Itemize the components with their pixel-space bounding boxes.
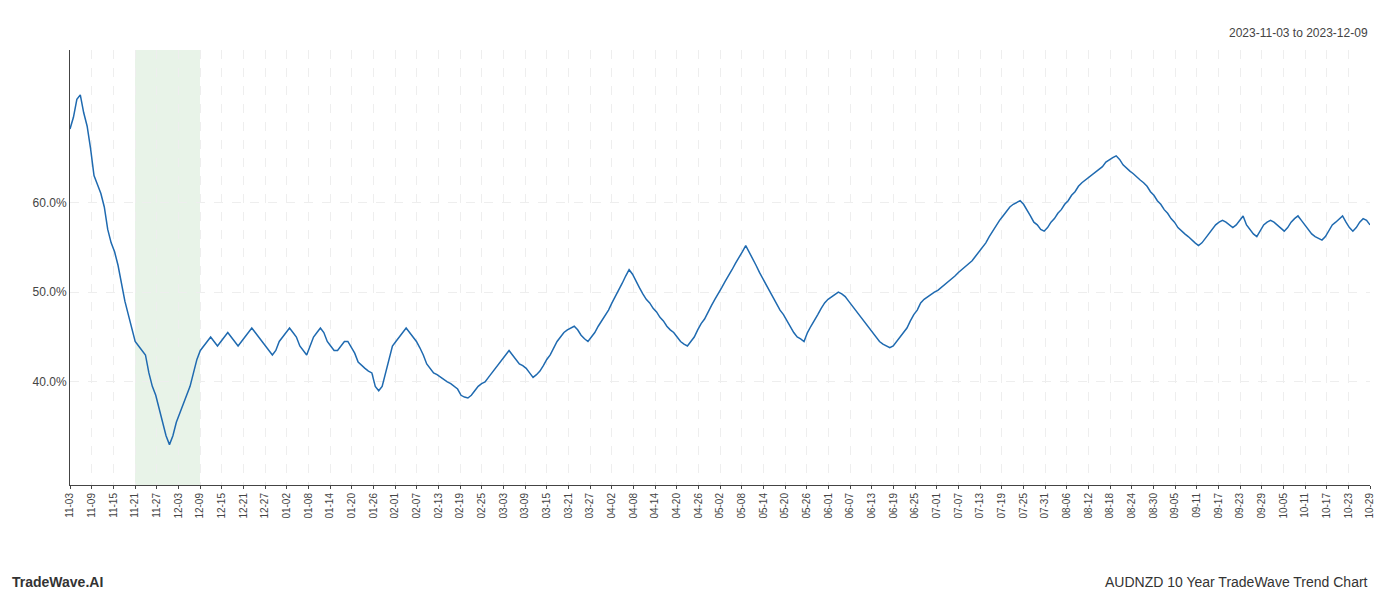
svg-text:08-06: 08-06 [1061,493,1072,519]
svg-text:11-15: 11-15 [108,493,119,518]
svg-text:2023-11-03 to 2023-12-09: 2023-11-03 to 2023-12-09 [1229,26,1368,40]
svg-text:03-09: 03-09 [519,493,530,519]
svg-text:04-26: 04-26 [693,493,704,519]
svg-text:AUDNZD 10 Year TradeWave Trend: AUDNZD 10 Year TradeWave Trend Chart [1105,574,1368,590]
svg-text:12-03: 12-03 [173,493,184,519]
svg-text:12-09: 12-09 [194,493,205,519]
svg-text:03-03: 03-03 [498,493,509,519]
svg-text:02-13: 02-13 [433,493,444,519]
svg-text:10-17: 10-17 [1321,493,1332,519]
svg-text:01-08: 01-08 [303,493,314,519]
svg-text:12-27: 12-27 [259,493,270,519]
svg-text:06-19: 06-19 [888,493,899,519]
svg-text:60.0%: 60.0% [33,196,67,210]
svg-text:40.0%: 40.0% [33,375,67,389]
svg-text:01-02: 01-02 [281,493,292,519]
svg-text:11-03: 11-03 [64,493,75,518]
svg-text:09-05: 09-05 [1169,493,1180,519]
svg-text:05-08: 05-08 [736,493,747,519]
svg-text:03-15: 03-15 [541,493,552,519]
svg-text:05-02: 05-02 [714,493,725,519]
svg-text:03-27: 03-27 [584,493,595,519]
svg-text:02-19: 02-19 [454,493,465,519]
svg-text:50.0%: 50.0% [33,285,67,299]
svg-text:07-25: 07-25 [1018,493,1029,519]
svg-text:06-07: 06-07 [844,493,855,519]
svg-text:08-30: 08-30 [1148,493,1159,519]
svg-text:07-07: 07-07 [953,493,964,519]
svg-text:12-15: 12-15 [216,493,227,519]
svg-text:07-01: 07-01 [931,493,942,519]
svg-text:02-01: 02-01 [389,493,400,519]
svg-text:06-01: 06-01 [823,493,834,519]
svg-text:12-21: 12-21 [238,493,249,519]
svg-text:TradeWave.AI: TradeWave.AI [12,574,103,590]
svg-text:06-13: 06-13 [866,493,877,519]
svg-text:11-09: 11-09 [86,493,97,518]
svg-text:04-20: 04-20 [671,493,682,519]
svg-text:08-12: 08-12 [1083,493,1094,519]
svg-text:01-20: 01-20 [346,493,357,519]
svg-text:04-14: 04-14 [649,493,660,519]
svg-text:09-11: 09-11 [1191,493,1202,518]
svg-text:07-13: 07-13 [974,493,985,519]
svg-text:06-25: 06-25 [909,493,920,519]
svg-text:05-26: 05-26 [801,493,812,519]
svg-text:09-29: 09-29 [1256,493,1267,519]
svg-text:10-23: 10-23 [1343,493,1354,519]
svg-text:11-21: 11-21 [129,493,140,518]
svg-text:10-29: 10-29 [1364,493,1375,519]
svg-text:09-23: 09-23 [1234,493,1245,519]
svg-text:07-19: 07-19 [996,493,1007,519]
svg-text:09-17: 09-17 [1213,493,1224,519]
svg-text:02-25: 02-25 [476,493,487,519]
svg-text:08-18: 08-18 [1104,493,1115,519]
svg-text:03-21: 03-21 [563,493,574,519]
svg-text:11-27: 11-27 [151,493,162,518]
svg-text:10-05: 10-05 [1278,493,1289,519]
svg-text:04-08: 04-08 [628,493,639,519]
svg-text:01-26: 01-26 [368,493,379,519]
svg-text:02-07: 02-07 [411,493,422,519]
svg-text:10-11: 10-11 [1299,493,1310,518]
svg-text:05-20: 05-20 [779,493,790,519]
svg-text:04-02: 04-02 [606,493,617,519]
svg-text:05-14: 05-14 [758,493,769,519]
svg-text:07-31: 07-31 [1039,493,1050,519]
svg-text:08-24: 08-24 [1126,493,1137,519]
svg-text:01-14: 01-14 [324,493,335,519]
